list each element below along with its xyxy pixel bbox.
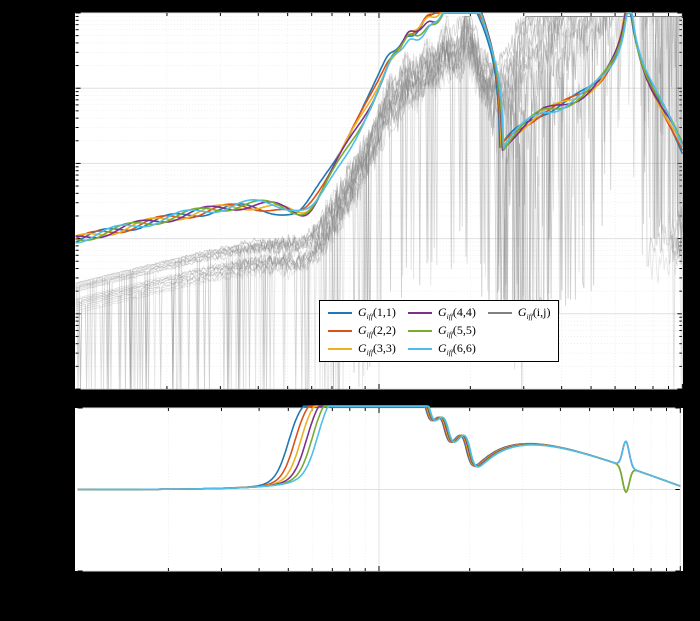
legend-column: Giff(i,j) [488, 305, 551, 356]
legend-label: Giff(3,3) [358, 341, 396, 357]
legend-column: Giff(4,4) Giff(5,5) Giff(6,6) [408, 305, 476, 356]
ytick-label: 10⁻¹ [48, 232, 68, 245]
legend-label: Giff(i,j) [518, 305, 551, 321]
ytick-label: 10² [54, 5, 68, 17]
legend-item: Giff(1,1) [328, 305, 396, 321]
legend-label: Giff(4,4) [438, 305, 476, 321]
legend-label: Giff(6,6) [438, 341, 476, 357]
ytick-label: 10⁰ [53, 156, 68, 169]
legend-swatch [328, 348, 352, 350]
amplitude-panel: Giff(1,1)Giff(2,2)Giff(3,3)Giff(4,4)Giff… [74, 12, 684, 390]
ytick-label: 10⁻² [48, 307, 68, 320]
legend-swatch [328, 312, 352, 314]
legend-item: Giff(2,2) [328, 323, 396, 339]
legend-item: Giff(4,4) [408, 305, 476, 321]
legend-column: Giff(1,1) Giff(2,2) Giff(3,3) [328, 305, 396, 356]
legend-item: Giff(6,6) [408, 341, 476, 357]
xtick-label: 10² [367, 576, 381, 588]
ytick-label: 10⁻³ [48, 383, 68, 396]
ytick-label: 90 [57, 400, 68, 412]
frequency-xlabel: Frequency [Hz] [338, 604, 421, 620]
legend: Giff(1,1)Giff(2,2)Giff(3,3)Giff(4,4)Giff… [319, 300, 559, 361]
phase-panel [74, 407, 684, 572]
legend-item: Giff(3,3) [328, 341, 396, 357]
legend-label: Giff(2,2) [358, 323, 396, 339]
legend-label: Giff(5,5) [438, 323, 476, 339]
legend-item: Giff(i,j) [488, 305, 551, 321]
amplitude-ylabel: Amplitude [N/N] [16, 157, 32, 245]
ytick-label: 0 [63, 483, 69, 495]
legend-swatch [408, 312, 432, 314]
phase-ylabel: Phase [deg] [16, 458, 32, 522]
ytick-label: 10¹ [54, 81, 68, 93]
ytick-label: −90 [51, 565, 68, 577]
legend-swatch [328, 330, 352, 332]
legend-swatch [408, 330, 432, 332]
legend-label: Giff(1,1) [358, 305, 396, 321]
legend-swatch [488, 312, 512, 314]
legend-swatch [408, 348, 432, 350]
phase-plot [75, 408, 683, 571]
bode-figure: Giff(1,1)Giff(2,2)Giff(3,3)Giff(4,4)Giff… [0, 0, 700, 621]
legend-item: Giff(5,5) [408, 323, 476, 339]
xtick-label: 10³ [672, 576, 686, 588]
